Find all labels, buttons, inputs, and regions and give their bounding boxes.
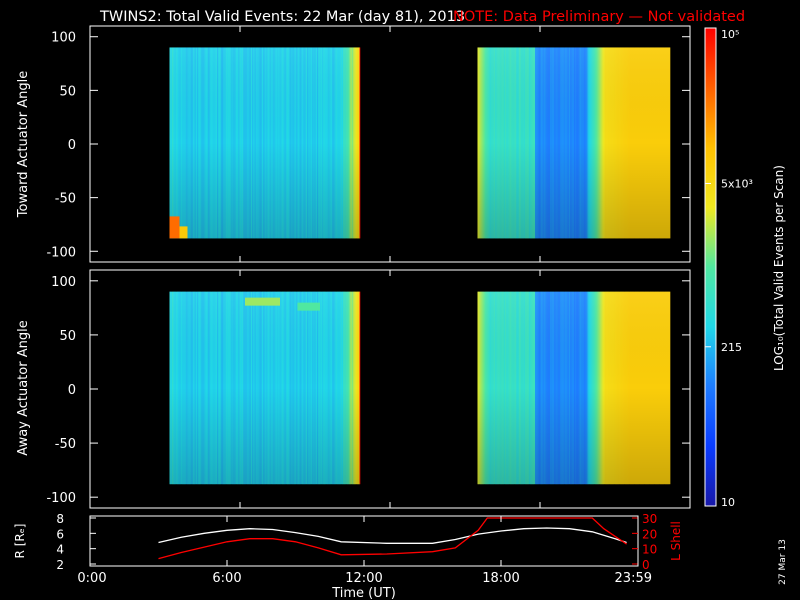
heatmap-hotspot — [169, 216, 180, 239]
y-tick-label: 50 — [59, 84, 76, 99]
heatmap-shading — [169, 47, 360, 239]
y-tick-label: -100 — [46, 245, 76, 260]
heatmap-shading — [169, 291, 360, 485]
y-tick-label: 4 — [56, 543, 64, 557]
panel-toward-heatmap — [169, 47, 671, 239]
preliminary-note: NOTE: Data Preliminary — Not validated — [453, 9, 745, 25]
x-tick-label: 23:59 — [615, 571, 652, 586]
y-tick-label-right: 10 — [642, 543, 657, 557]
x-tick-label: 0:00 — [77, 571, 106, 586]
panel-toward-y-axis: -100 -50 0 50 100 — [46, 26, 691, 262]
radius-series-line — [158, 527, 627, 544]
lshell-series-line — [158, 517, 627, 560]
colorbar-tick-label: 215 — [721, 341, 742, 354]
heatmap-streak — [297, 302, 320, 311]
y-tick-label: 0 — [68, 383, 76, 398]
panel-away-y-axis: -100 -50 0 50 100 — [46, 270, 691, 508]
y-tick-label: -50 — [55, 437, 76, 452]
panel-toward: -100 -50 0 50 100 Toward Actuator Angle — [16, 25, 691, 263]
x-axis-label: Time (UT) — [331, 586, 396, 600]
heatmap-streak — [245, 297, 280, 306]
y-tick-label-right: 20 — [642, 527, 657, 541]
y-tick-label: -50 — [55, 192, 76, 207]
heatmap-shading — [477, 47, 670, 239]
y-tick-label: 6 — [56, 527, 64, 541]
y-tick-label: 100 — [51, 275, 76, 290]
panel-orbit-ylabel-left: R [Rₑ] — [13, 524, 27, 559]
panel-orbit-lines — [158, 517, 627, 560]
y-tick-label: 8 — [56, 512, 64, 526]
colorbar: 10 215 5x10³ 10⁵ LOG₁₀(Total Valid Events p… — [704, 27, 786, 509]
x-tick-label: 6:00 — [212, 571, 241, 586]
x-tick-label: 18:00 — [482, 571, 519, 586]
panel-orbit-ylabel-right: L Shell — [669, 521, 683, 561]
colorbar-ticks: 10 215 5x10³ 10⁵ — [705, 27, 753, 509]
heatmap-shading — [477, 291, 670, 485]
y-tick-label: 100 — [51, 31, 76, 46]
panel-away-heatmap — [169, 291, 671, 485]
y-tick-label: 0 — [68, 138, 76, 153]
y-tick-label-right: 30 — [642, 512, 657, 526]
colorbar-tick-label: 10 — [721, 496, 735, 509]
y-tick-label: 2 — [56, 558, 64, 572]
colorbar-label: LOG₁₀(Total Valid Events per Scan) — [772, 165, 786, 371]
panel-away-ylabel: Away Actuator Angle — [16, 320, 31, 455]
chart-title: TWINS2: Total Valid Events: 22 Mar (day … — [99, 9, 465, 25]
panel-orbit-frame — [89, 515, 639, 567]
panel-away: -100 -50 0 50 100 Away Actuator Angle — [16, 269, 691, 509]
colorbar-tick-label: 5x10³ — [721, 177, 753, 190]
panel-toward-ylabel: Toward Actuator Angle — [16, 71, 31, 218]
date-stamp: 27 Mar 13 — [778, 539, 788, 585]
colorbar-fill — [705, 28, 716, 506]
y-tick-label: 50 — [59, 329, 76, 344]
x-tick-label: 12:00 — [345, 571, 382, 586]
colorbar-tick-label: 10⁵ — [721, 28, 739, 41]
y-tick-label: -100 — [46, 491, 76, 506]
y-tick-label-right: 0 — [642, 558, 650, 572]
heatmap-hotspot — [179, 226, 188, 239]
